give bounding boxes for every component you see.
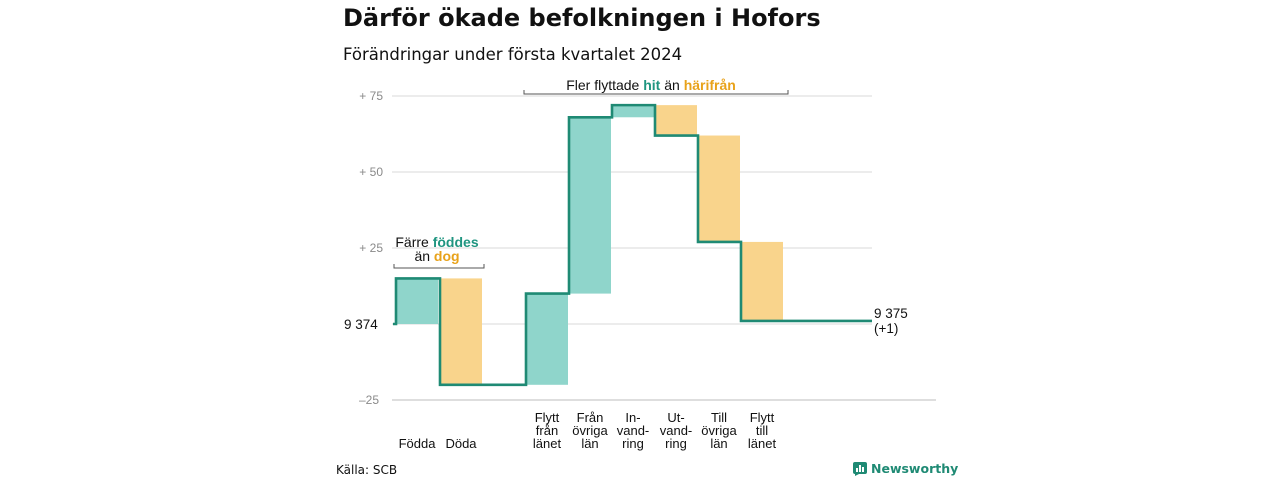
y-tick-label: + 50 (359, 165, 383, 179)
category-label: Från (577, 410, 604, 425)
category-label: Till (711, 410, 727, 425)
annotation-migration: Fler flyttade hit än härifrån (566, 77, 736, 93)
category-label: vand- (617, 423, 650, 438)
category-label: Flytt (535, 410, 560, 425)
category-label: län (581, 436, 598, 451)
category-label: vand- (660, 423, 693, 438)
category-label: från (536, 423, 558, 438)
newsworthy-logo[interactable]: Newsworthy (853, 461, 958, 476)
category-label: Flytt (750, 410, 775, 425)
annotation-bracket (393, 264, 485, 269)
source-note: Källa: SCB (336, 463, 398, 477)
category-label: övriga (701, 423, 737, 438)
annotation-bracket (523, 90, 789, 95)
y-tick-label: + 75 (359, 89, 383, 103)
category-label: Ut- (667, 410, 684, 425)
category-label: In- (625, 410, 640, 425)
bar (741, 241, 783, 321)
bar (698, 135, 740, 242)
category-label: länet (533, 436, 562, 451)
bar (612, 105, 654, 118)
category-label: län (710, 436, 727, 451)
category-label: Döda (445, 436, 477, 451)
brand-name: Newsworthy (871, 461, 959, 476)
bar (655, 105, 697, 136)
bar (526, 293, 568, 385)
chart-subtitle: Förändringar under första kvartalet 2024 (343, 45, 683, 64)
annotation-births-deaths-line2: än dog (414, 248, 459, 264)
start-value-label: 9 374 (344, 317, 378, 332)
y-tick-label: –25 (359, 393, 379, 407)
category-label: länet (748, 436, 777, 451)
category-label: övriga (572, 423, 608, 438)
category-label: ring (665, 436, 687, 451)
category-label: Födda (399, 436, 437, 451)
bar (396, 278, 438, 324)
category-label: ring (622, 436, 644, 451)
newsworthy-icon (853, 461, 867, 476)
end-value-label: 9 375 (874, 306, 908, 321)
end-change-label: (+1) (874, 321, 898, 336)
cumulative-step-line (393, 103, 872, 387)
y-tick-label: + 25 (359, 241, 383, 255)
bar (440, 278, 482, 385)
annotation-births-deaths: Färre föddes (395, 234, 478, 250)
category-label: till (756, 423, 768, 438)
chart-title: Därför ökade befolkningen i Hofors (343, 4, 821, 32)
bar (569, 117, 611, 294)
